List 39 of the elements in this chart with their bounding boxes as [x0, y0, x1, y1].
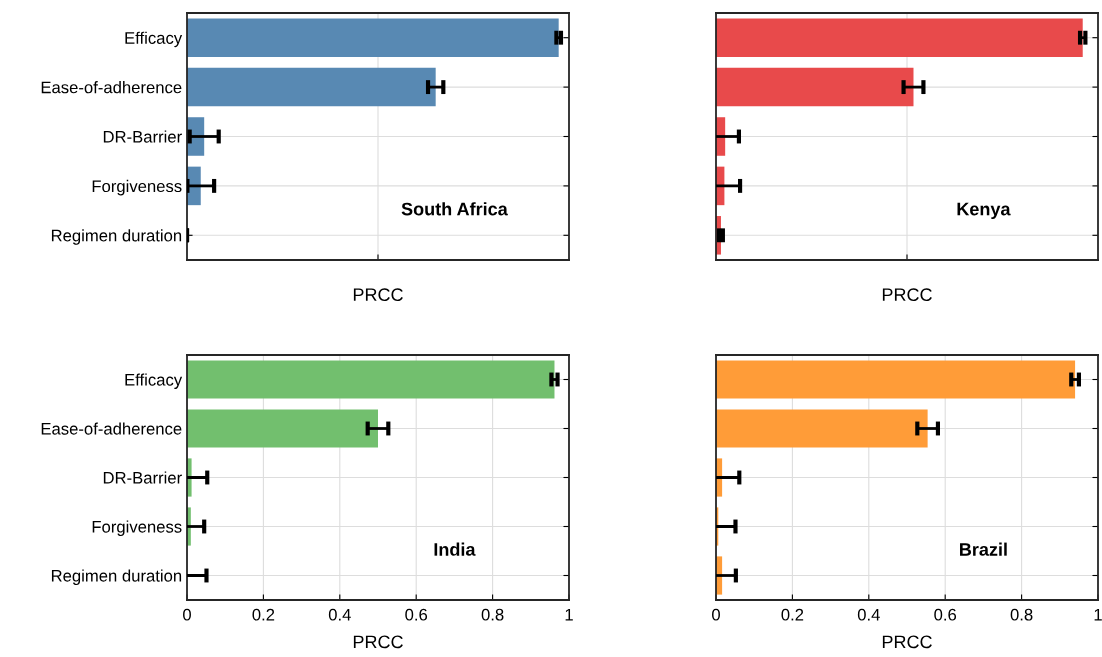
- x-axis-title: PRCC: [353, 288, 403, 302]
- x-tick-label: 1: [1094, 608, 1102, 621]
- x-tick-label: 1: [565, 608, 573, 621]
- x-tick-label: 0.4: [857, 608, 880, 621]
- y-tick-label: DR-Barrier: [103, 471, 182, 484]
- x-tick-label: 0.8: [481, 608, 504, 621]
- bar: [716, 67, 914, 107]
- y-tick-label: DR-Barrier: [103, 130, 182, 143]
- annotation: India: [434, 542, 476, 556]
- y-tick-label: Efficacy: [125, 31, 183, 48]
- x-tick-label: 0.6: [934, 608, 957, 621]
- bar: [716, 409, 928, 448]
- x-axis-title: PRCC: [882, 635, 932, 649]
- x-tick-label: 0.4: [328, 608, 351, 621]
- bar: [187, 18, 559, 57]
- y-tick-label: Efficacy: [125, 373, 183, 389]
- bar: [716, 360, 1076, 399]
- x-axis-title: PRCC: [882, 288, 932, 302]
- y-tick-label: Regimen duration: [51, 569, 182, 585]
- annotation: South Africa: [401, 202, 508, 216]
- y-tick-label: Ease-of-adherence: [41, 422, 182, 435]
- y-tick-label: Forgiveness: [92, 179, 182, 196]
- bar: [716, 18, 1083, 57]
- x-axis-title: PRCC: [353, 635, 403, 649]
- y-tick-label: Forgiveness: [92, 520, 182, 536]
- bar: [187, 409, 378, 448]
- x-tick-label: 0: [712, 608, 720, 621]
- x-tick-label: 0.2: [252, 608, 275, 621]
- annotation: Kenya: [957, 202, 1011, 220]
- y-tick-label: Regimen duration: [51, 229, 182, 245]
- bar: [187, 360, 555, 399]
- bar: [187, 67, 436, 107]
- x-tick-label: 0.8: [1010, 608, 1033, 621]
- x-tick-label: 0.6: [405, 608, 428, 621]
- bar: [187, 166, 201, 206]
- x-tick-label: 0: [183, 608, 191, 621]
- y-tick-label: Ease-of-adherence: [41, 81, 182, 94]
- annotation: Brazil: [960, 542, 1007, 556]
- x-tick-label: 0.2: [781, 608, 804, 621]
